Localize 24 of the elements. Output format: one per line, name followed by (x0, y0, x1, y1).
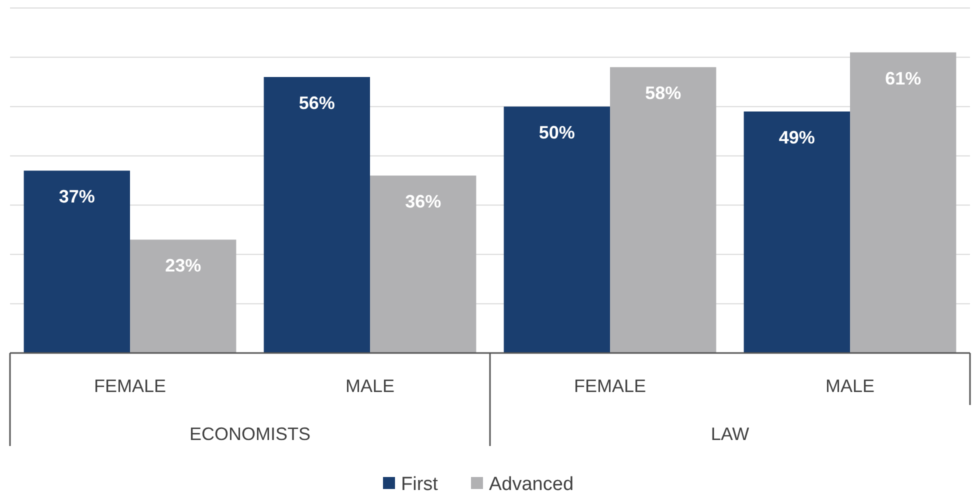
x-tick-label: FEMALE (574, 376, 646, 396)
data-label: 23% (165, 256, 202, 276)
text: LAW (710, 424, 750, 444)
legend-label: First (401, 474, 439, 495)
data-label: 36% (405, 192, 442, 212)
x-tick-label: MALE (825, 376, 875, 396)
data-label: 49% (778, 128, 815, 148)
bar (370, 176, 476, 353)
x-tick-label: FEMALE (94, 376, 166, 396)
text: ECONOMISTS (189, 424, 311, 444)
data-label: 61% (885, 68, 922, 88)
bar (504, 106, 610, 353)
data-label: 56% (298, 93, 335, 113)
bar (264, 77, 370, 353)
data-label: 37% (58, 186, 95, 207)
data-label: 58% (645, 83, 682, 104)
bar (850, 52, 956, 353)
bar (130, 240, 236, 353)
bar (744, 112, 850, 353)
bar (610, 67, 716, 353)
x-tick-label: MALE (345, 376, 395, 396)
bar (24, 170, 130, 353)
legend-label: Advanced (489, 474, 574, 495)
data-label: 50% (538, 122, 575, 143)
